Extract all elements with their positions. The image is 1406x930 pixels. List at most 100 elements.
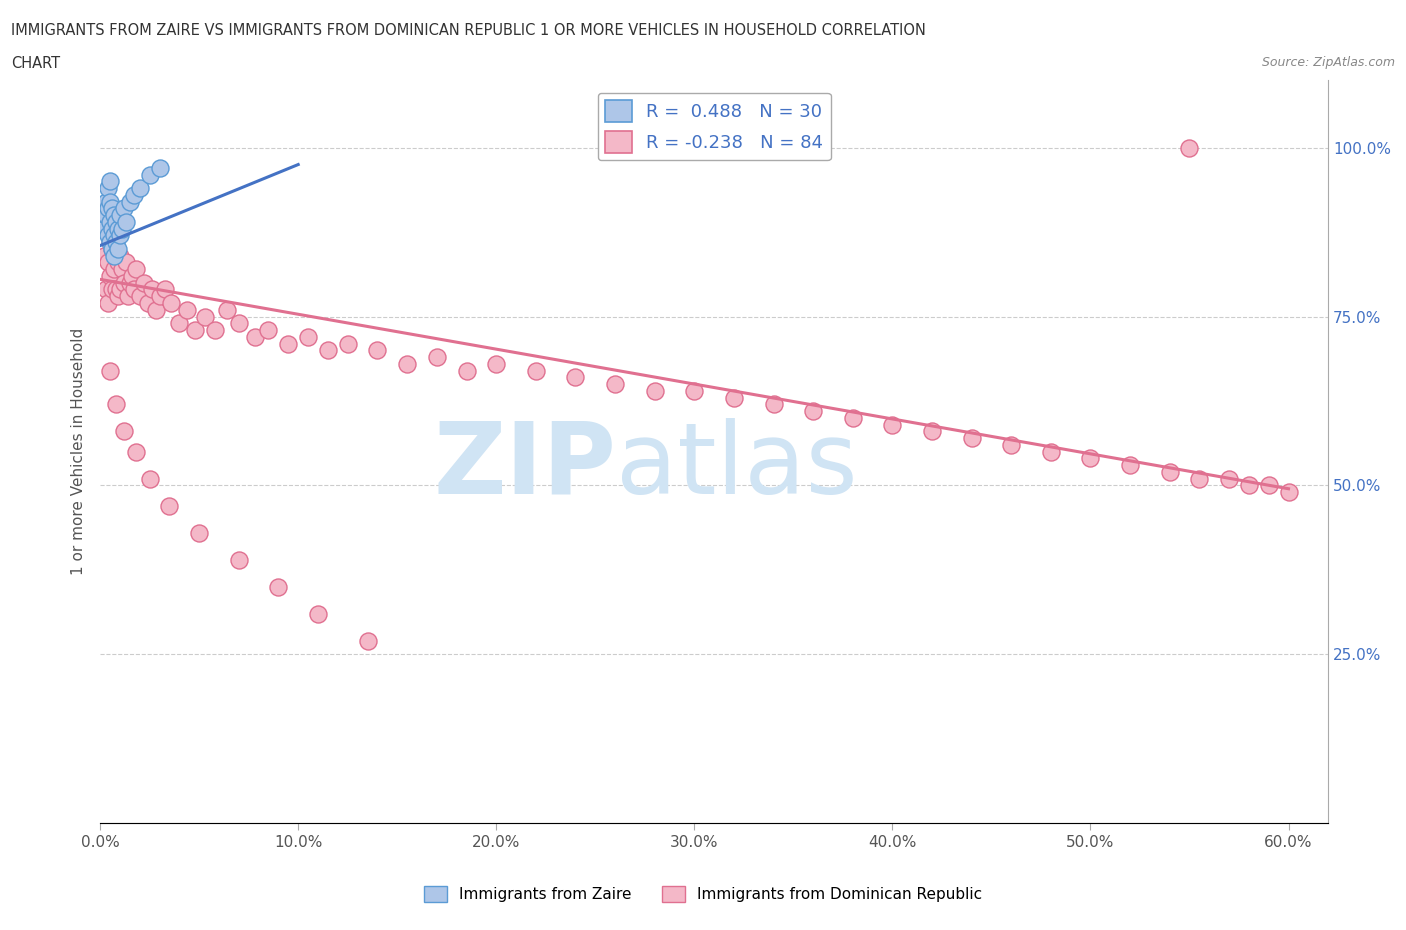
Point xyxy=(683,383,706,398)
Point xyxy=(98,194,121,209)
Point xyxy=(188,525,211,540)
Point xyxy=(93,248,115,263)
Point xyxy=(155,282,177,297)
Point xyxy=(94,207,117,222)
Point xyxy=(101,242,124,257)
Point xyxy=(98,234,121,249)
Point xyxy=(257,323,280,338)
Point xyxy=(111,221,134,236)
Point xyxy=(98,215,121,230)
Y-axis label: 1 or more Vehicles in Household: 1 or more Vehicles in Household xyxy=(72,328,86,576)
Point xyxy=(160,296,183,311)
Point xyxy=(125,261,148,276)
Point xyxy=(366,343,388,358)
Point xyxy=(136,296,159,311)
Point xyxy=(141,282,163,297)
Point xyxy=(101,221,124,236)
Point xyxy=(118,194,141,209)
Point xyxy=(122,282,145,297)
Point xyxy=(148,161,170,176)
Point xyxy=(1188,472,1211,486)
Point xyxy=(101,201,124,216)
Point xyxy=(882,418,904,432)
Point xyxy=(115,255,138,270)
Point xyxy=(97,255,120,270)
Point xyxy=(456,363,478,378)
Point xyxy=(138,167,160,182)
Legend: Immigrants from Zaire, Immigrants from Dominican Republic: Immigrants from Zaire, Immigrants from D… xyxy=(418,880,988,909)
Point xyxy=(336,336,359,351)
Point xyxy=(307,606,329,621)
Point xyxy=(316,343,339,358)
Point xyxy=(762,397,785,412)
Point xyxy=(122,188,145,203)
Point xyxy=(112,275,135,290)
Text: atlas: atlas xyxy=(616,418,858,515)
Point xyxy=(267,579,290,594)
Point xyxy=(1257,478,1279,493)
Point xyxy=(94,194,117,209)
Point xyxy=(108,248,131,263)
Point xyxy=(98,269,121,284)
Point xyxy=(93,221,115,236)
Point xyxy=(101,282,124,297)
Point xyxy=(148,289,170,304)
Point xyxy=(97,228,120,243)
Point xyxy=(524,363,547,378)
Point xyxy=(98,174,121,189)
Point xyxy=(108,228,131,243)
Point xyxy=(125,445,148,459)
Point xyxy=(118,275,141,290)
Point xyxy=(107,221,129,236)
Point xyxy=(204,323,226,338)
Point xyxy=(228,316,250,331)
Point xyxy=(97,180,120,195)
Point xyxy=(960,431,983,445)
Point xyxy=(97,201,120,216)
Point xyxy=(297,329,319,344)
Point xyxy=(104,215,127,230)
Point xyxy=(1000,437,1022,452)
Point xyxy=(842,410,865,425)
Text: CHART: CHART xyxy=(11,56,60,71)
Point xyxy=(176,302,198,317)
Point xyxy=(121,269,143,284)
Point xyxy=(801,404,824,418)
Point xyxy=(103,221,125,236)
Point xyxy=(115,215,138,230)
Point xyxy=(97,296,120,311)
Point xyxy=(138,472,160,486)
Point xyxy=(485,356,508,371)
Point xyxy=(104,248,127,263)
Point xyxy=(1159,464,1181,479)
Point xyxy=(107,242,129,257)
Point xyxy=(243,329,266,344)
Point xyxy=(426,350,449,365)
Point xyxy=(103,261,125,276)
Point xyxy=(103,228,125,243)
Text: IMMIGRANTS FROM ZAIRE VS IMMIGRANTS FROM DOMINICAN REPUBLIC 1 OR MORE VEHICLES I: IMMIGRANTS FROM ZAIRE VS IMMIGRANTS FROM… xyxy=(11,23,927,38)
Point xyxy=(107,255,129,270)
Point xyxy=(108,282,131,297)
Point xyxy=(94,282,117,297)
Point xyxy=(564,370,586,385)
Point xyxy=(215,302,238,317)
Point xyxy=(228,552,250,567)
Point xyxy=(132,275,155,290)
Point xyxy=(356,633,378,648)
Point xyxy=(396,356,419,371)
Point xyxy=(169,316,191,331)
Point xyxy=(98,234,121,249)
Point xyxy=(101,242,124,257)
Point xyxy=(128,180,150,195)
Legend: R =  0.488   N = 30, R = -0.238   N = 84: R = 0.488 N = 30, R = -0.238 N = 84 xyxy=(598,93,831,160)
Point xyxy=(1178,140,1201,155)
Point xyxy=(117,289,139,304)
Point xyxy=(98,363,121,378)
Point xyxy=(103,248,125,263)
Point xyxy=(111,261,134,276)
Point xyxy=(723,390,745,405)
Point xyxy=(644,383,666,398)
Point xyxy=(1080,451,1102,466)
Point xyxy=(104,234,127,249)
